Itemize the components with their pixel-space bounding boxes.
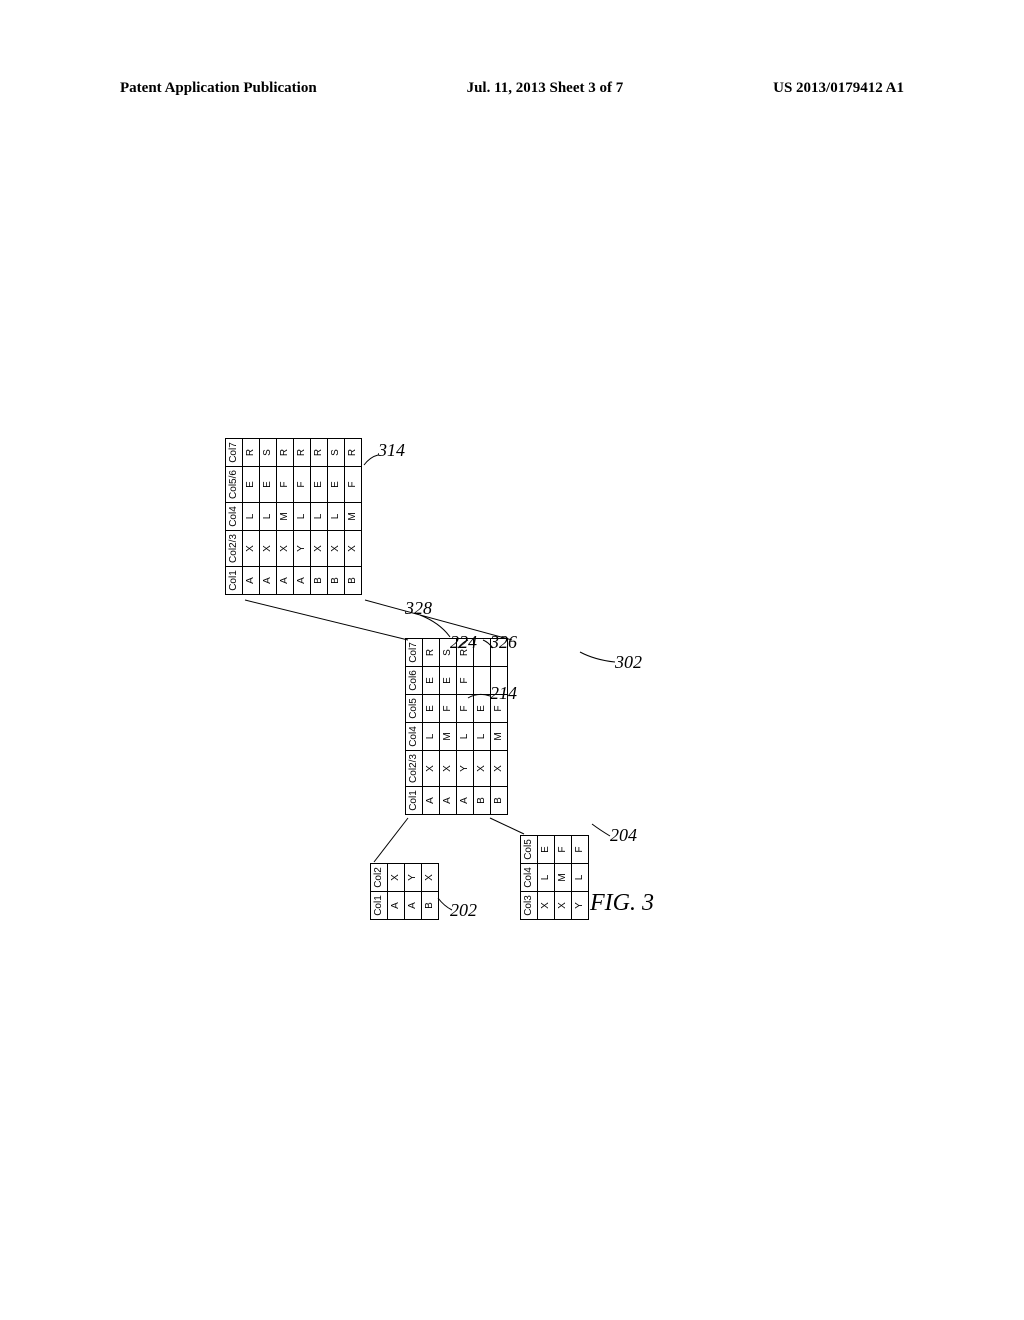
page-header: Patent Application Publication Jul. 11, … <box>120 80 904 97</box>
header-right: US 2013/0179412 A1 <box>773 80 904 97</box>
header-center: Jul. 11, 2013 Sheet 3 of 7 <box>467 80 624 97</box>
header-left: Patent Application Publication <box>120 80 317 97</box>
leader-lines <box>190 400 850 960</box>
figure-3: Col1 Col2/3 Col4 Col5/6 Col7 AXLER AXLES… <box>190 400 850 940</box>
